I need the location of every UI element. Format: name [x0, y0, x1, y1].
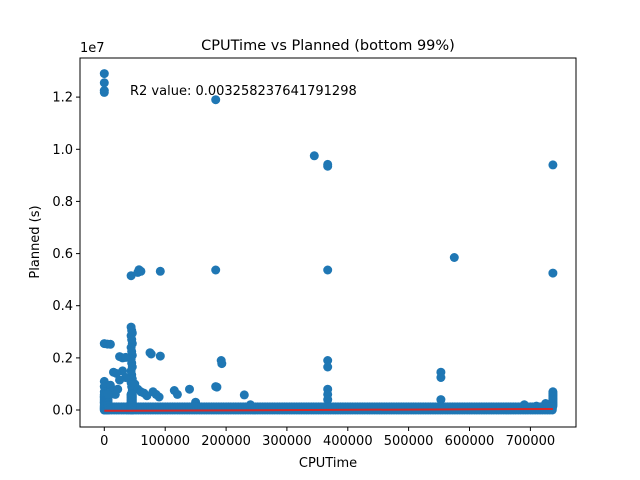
- data-point: [449, 253, 459, 262]
- chart-title: CPUTime vs Planned (bottom 99%): [201, 38, 455, 54]
- y-tick-label: 1.0: [52, 143, 73, 158]
- x-tick-label: 500000: [384, 434, 434, 449]
- data-point: [211, 95, 221, 105]
- data-point: [309, 151, 319, 161]
- data-point: [115, 375, 125, 385]
- data-point: [105, 339, 115, 349]
- data-point: [99, 78, 109, 88]
- x-tick-label: 0: [100, 434, 108, 449]
- data-point: [212, 382, 222, 392]
- data-point: [323, 161, 333, 171]
- data-point: [155, 266, 165, 276]
- r2-annotation: R2 value: 0.003258237641791298: [130, 84, 357, 99]
- x-axis: 0 100000 200000 300000 400000 500000 600000 700…: [100, 427, 555, 449]
- data-point: [323, 395, 333, 405]
- data-point: [217, 359, 227, 369]
- data-point: [323, 265, 333, 275]
- data-point: [155, 351, 165, 361]
- y-axis-offset-label: 1e7: [80, 41, 105, 56]
- data-point: [126, 271, 136, 281]
- x-tick-label: 600000: [445, 434, 495, 449]
- x-tick-label: 100000: [140, 434, 190, 449]
- data-point: [547, 402, 557, 412]
- x-tick-label: 700000: [506, 434, 556, 449]
- data-point: [436, 373, 446, 382]
- x-tick-label: 400000: [323, 434, 373, 449]
- x-tick-label: 200000: [201, 434, 251, 449]
- plot-frame: [79, 57, 577, 428]
- y-tick-label: 0.0: [52, 404, 73, 419]
- data-point: [136, 266, 146, 276]
- y-tick-label: 0.2: [52, 351, 73, 366]
- data-point: [146, 349, 156, 359]
- y-tick-label: 0.8: [52, 195, 73, 210]
- data-point: [121, 352, 131, 362]
- data-point: [548, 160, 558, 170]
- data-point: [103, 389, 113, 399]
- data-point: [99, 87, 109, 97]
- data-point: [239, 390, 249, 400]
- data-point: [127, 389, 137, 399]
- x-tick-label: 300000: [262, 434, 312, 449]
- y-axis: 0.0 0.2 0.4 0.6 0.8 1.0 1.2: [52, 91, 80, 419]
- data-point: [436, 395, 446, 405]
- data-point: [154, 392, 164, 402]
- regression-line: [104, 408, 553, 412]
- data-point: [323, 362, 333, 372]
- data-point: [185, 384, 194, 394]
- data-point: [172, 389, 182, 399]
- y-tick-label: 0.4: [52, 299, 73, 314]
- x-axis-label: CPUTime: [299, 456, 357, 471]
- data-point: [323, 356, 333, 365]
- y-tick-label: 0.6: [52, 247, 73, 262]
- data-point: [211, 265, 221, 275]
- data-point: [548, 268, 558, 278]
- y-tick-label: 1.2: [52, 91, 73, 106]
- data-point: [113, 384, 123, 394]
- data-point: [99, 69, 109, 79]
- y-axis-label: Planned (s): [28, 205, 43, 278]
- regression-line-layer: [104, 408, 553, 412]
